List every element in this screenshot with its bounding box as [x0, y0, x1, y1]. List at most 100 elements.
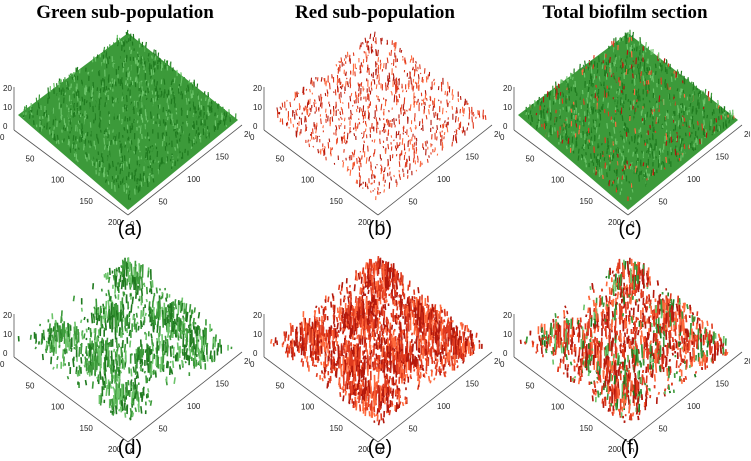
column-title-green: Green sub-population [36, 2, 214, 23]
z-tick-label: 20 [3, 84, 12, 93]
x-tick-label: 150 [330, 197, 344, 206]
surface-plot: 20100050100150200050100150200 [0, 257, 250, 452]
y-tick-label: 150 [716, 380, 730, 389]
z-tick-label: 0 [503, 349, 508, 358]
surface-plot: 20100050100150200050100150200 [500, 29, 750, 225]
x-tick-label: 50 [276, 154, 285, 163]
x-tick-label: 200 [358, 218, 372, 225]
y-tick-label: 50 [409, 425, 418, 434]
y-tick-label: 100 [437, 175, 451, 184]
axes [263, 87, 493, 216]
y-tick-label: 200 [244, 130, 250, 139]
y-tick-label: 100 [187, 402, 201, 411]
y-tick-label: 200 [744, 130, 750, 139]
y-tick-label: 200 [244, 357, 250, 366]
surface-plot: 20100050100150200050100150200 [0, 29, 250, 225]
caption-c: (c) [618, 218, 642, 240]
y-tick-label: 0 [380, 447, 385, 452]
caption-b: (b) [367, 218, 393, 240]
x-tick-label: 0 [0, 133, 5, 142]
surface-plot: 20100050100150200050100150200 [250, 31, 500, 225]
x-tick-label: 100 [51, 176, 65, 185]
x-tick-label: 200 [608, 445, 622, 452]
biofilm-surface [18, 29, 238, 210]
y-tick-label: 0 [130, 447, 135, 452]
panel-d-green-clusters: 20100050100150200050100150200 [0, 252, 250, 452]
axes [513, 87, 743, 216]
caption-d: (d) [117, 437, 143, 459]
x-tick-label: 150 [80, 197, 94, 206]
axes [13, 87, 243, 216]
surface-plot: 20100050100150200050100150200 [500, 257, 750, 452]
z-tick-label: 10 [3, 330, 12, 339]
panel-b-red-sparse: 20100050100150200050100150200 [250, 25, 500, 225]
z-tick-label: 10 [3, 103, 12, 112]
z-tick-label: 20 [503, 311, 512, 320]
column-title-red: Red sub-population [295, 2, 455, 23]
y-tick-label: 0 [380, 220, 385, 225]
x-tick-label: 50 [526, 154, 535, 163]
y-tick-label: 150 [216, 380, 230, 389]
x-tick-label: 100 [551, 176, 565, 185]
x-tick-label: 50 [276, 381, 285, 390]
y-tick-label: 0 [630, 220, 635, 225]
y-tick-label: 100 [437, 402, 451, 411]
panel-e-red-clusters: 20100050100150200050100150200 [250, 252, 500, 452]
y-tick-label: 200 [744, 357, 750, 366]
panel-f-total-clusters: 20100050100150200050100150200 [500, 252, 750, 452]
axes [13, 314, 243, 443]
caption-a: (a) [117, 218, 143, 240]
y-tick-label: 50 [659, 198, 668, 207]
x-tick-label: 100 [301, 176, 315, 185]
z-tick-label: 0 [253, 349, 258, 358]
z-tick-label: 10 [503, 103, 512, 112]
x-tick-label: 0 [500, 133, 505, 142]
axes [263, 314, 493, 443]
y-tick-label: 200 [494, 130, 500, 139]
caption-f: (f) [620, 437, 640, 459]
z-tick-label: 10 [253, 103, 262, 112]
x-tick-label: 150 [80, 424, 94, 433]
z-tick-label: 0 [3, 122, 8, 131]
z-tick-label: 0 [3, 349, 8, 358]
y-tick-label: 150 [466, 153, 480, 162]
y-tick-label: 50 [409, 198, 418, 207]
z-tick-label: 20 [503, 84, 512, 93]
z-tick-label: 0 [253, 122, 258, 131]
x-tick-label: 50 [526, 381, 535, 390]
x-tick-label: 100 [551, 403, 565, 412]
z-tick-label: 10 [503, 330, 512, 339]
x-tick-label: 200 [108, 218, 122, 225]
biofilm-surface [269, 256, 483, 426]
y-tick-label: 150 [216, 153, 230, 162]
x-tick-label: 200 [608, 218, 622, 225]
panel-c-total-dense: 20100050100150200050100150200 [500, 25, 750, 225]
x-tick-label: 150 [330, 424, 344, 433]
surface-plot: 20100050100150200050100150200 [250, 256, 500, 452]
z-tick-label: 10 [253, 330, 262, 339]
x-tick-label: 200 [108, 445, 122, 452]
x-tick-label: 0 [250, 360, 255, 369]
x-tick-label: 200 [358, 445, 372, 452]
biofilm-surface [276, 31, 487, 201]
x-tick-label: 150 [580, 197, 594, 206]
y-tick-label: 100 [687, 402, 701, 411]
y-tick-label: 150 [466, 380, 480, 389]
caption-e: (e) [367, 437, 393, 459]
biofilm-surface [518, 29, 738, 210]
y-tick-label: 50 [159, 198, 168, 207]
column-title-total: Total biofilm section [542, 2, 708, 23]
y-tick-label: 50 [159, 425, 168, 434]
z-tick-label: 20 [253, 84, 262, 93]
y-tick-label: 0 [630, 447, 635, 452]
axes [513, 314, 743, 443]
x-tick-label: 150 [580, 424, 594, 433]
z-tick-label: 0 [503, 122, 508, 131]
panel-a-green-dense: 20100050100150200050100150200 [0, 25, 250, 225]
x-tick-label: 0 [250, 133, 255, 142]
z-tick-label: 20 [3, 311, 12, 320]
x-tick-label: 50 [26, 381, 35, 390]
x-tick-label: 50 [26, 154, 35, 163]
y-tick-label: 100 [687, 175, 701, 184]
